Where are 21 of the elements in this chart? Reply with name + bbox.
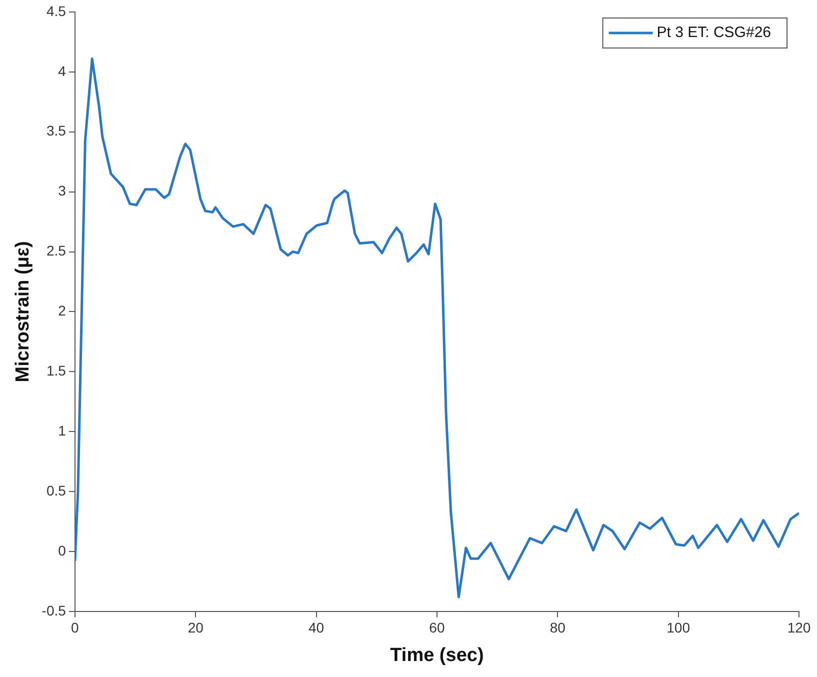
x-tick-label: 120 — [787, 620, 811, 636]
legend-label: Pt 3 ET: CSG#26 — [656, 24, 772, 42]
x-axis-title: Time (sec) — [390, 644, 484, 666]
y-tick-label: 1 — [58, 422, 66, 438]
y-tick-label: 0 — [58, 542, 66, 558]
y-tick-label: 1.5 — [46, 362, 66, 378]
y-tick-label: 3 — [58, 182, 66, 199]
y-tick-label: -0.5 — [42, 602, 66, 618]
x-tick-label: 40 — [308, 620, 324, 636]
y-axis-title: Microstrain (με) — [12, 241, 34, 382]
x-tick-label: 0 — [71, 620, 80, 636]
y-tick-label: 2 — [58, 302, 66, 319]
x-tick-label: 60 — [429, 620, 445, 636]
x-tick-label: 100 — [666, 620, 690, 636]
y-tick-label: 4.5 — [46, 2, 66, 19]
y-tick-label: 3.5 — [46, 122, 66, 139]
x-tick-label: 80 — [550, 620, 566, 636]
y-tick-label: 2.5 — [46, 242, 66, 259]
y-tick-label: 0.5 — [46, 482, 66, 498]
x-tick-label: 20 — [188, 620, 204, 636]
y-tick-label: 4 — [58, 62, 66, 79]
